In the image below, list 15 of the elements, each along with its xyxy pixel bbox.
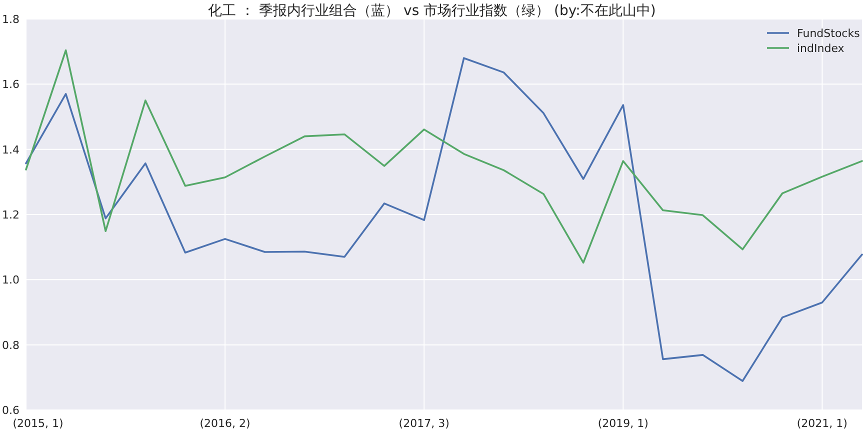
x-tick-label: (2019, 1)	[598, 417, 648, 430]
y-tick-label: 1.2	[2, 208, 20, 222]
x-tick-label: (2016, 2)	[200, 417, 250, 430]
y-tick-label: 0.6	[2, 404, 20, 417]
x-tick-label: (2015, 1)	[12, 417, 64, 430]
y-tick-label: 0.8	[2, 338, 20, 352]
y-tick-label: 1.6	[2, 78, 20, 92]
legend-label: indIndex	[797, 42, 845, 55]
y-tick-label: 1.8	[2, 13, 20, 26]
x-tick-label: (2017, 3)	[398, 417, 450, 430]
y-tick-label: 1.0	[2, 274, 20, 287]
chart-title: 化工 ： 季报内行业组合（蓝） vs 市场行业指数（绿） (by:不在此山中)	[208, 3, 656, 19]
y-tick-label: 1.4	[2, 143, 20, 156]
legend-label: FundStocks	[797, 27, 860, 40]
x-tick-label: (2021, 1)	[796, 417, 848, 430]
